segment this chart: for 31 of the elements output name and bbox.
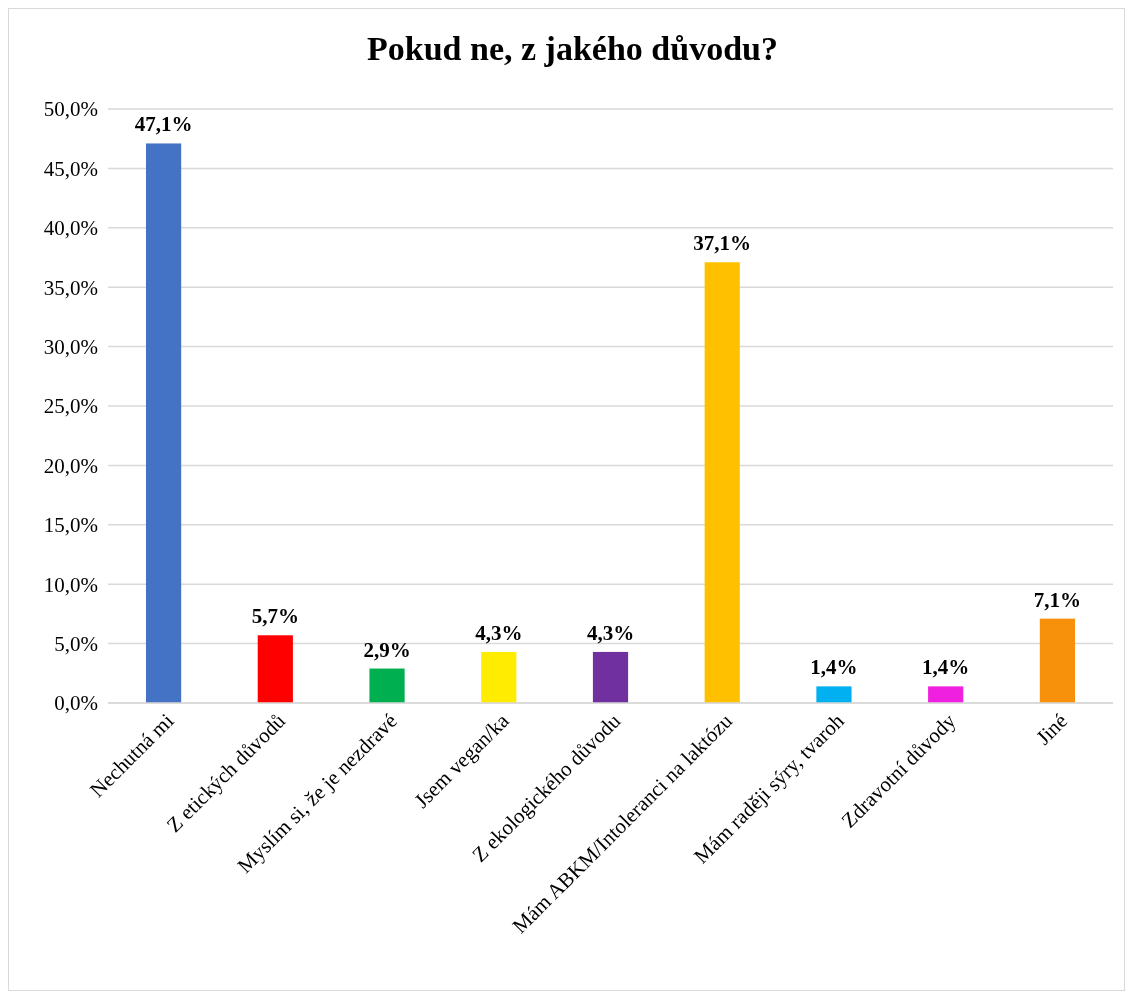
bar	[704, 262, 740, 703]
y-tick-label: 25,0%	[43, 394, 98, 419]
data-label: 1,4%	[922, 655, 970, 680]
bar	[816, 686, 852, 703]
bar	[928, 686, 964, 703]
y-tick-label: 45,0%	[43, 156, 98, 181]
data-label: 5,7%	[251, 604, 299, 629]
data-label: 4,3%	[475, 620, 523, 645]
data-label: 1,4%	[810, 655, 858, 680]
bar	[481, 651, 517, 703]
y-tick-label: 40,0%	[43, 216, 98, 241]
bar	[592, 651, 629, 703]
y-tick-label: 35,0%	[43, 275, 98, 300]
bar	[369, 668, 405, 703]
y-tick-label: 10,0%	[43, 572, 98, 597]
y-tick-label: 5,0%	[54, 631, 98, 656]
data-label: 4,3%	[586, 620, 635, 645]
data-label: 47,1%	[134, 112, 193, 137]
data-label: 7,1%	[1033, 587, 1082, 612]
data-label: 2,9%	[363, 637, 411, 662]
y-tick-label: 0,0%	[54, 691, 98, 716]
bar	[257, 635, 293, 703]
y-tick-label: 50,0%	[43, 97, 98, 122]
bar	[145, 143, 182, 703]
chart-title: Pokud ne, z jakého důvodu?	[367, 30, 778, 67]
y-tick-label: 15,0%	[43, 513, 98, 538]
x-tick-label: Jiné	[1031, 708, 1073, 750]
data-label: 37,1%	[693, 231, 752, 256]
bar	[1039, 618, 1076, 703]
y-tick-label: 20,0%	[43, 453, 98, 478]
y-tick-label: 30,0%	[43, 334, 98, 359]
